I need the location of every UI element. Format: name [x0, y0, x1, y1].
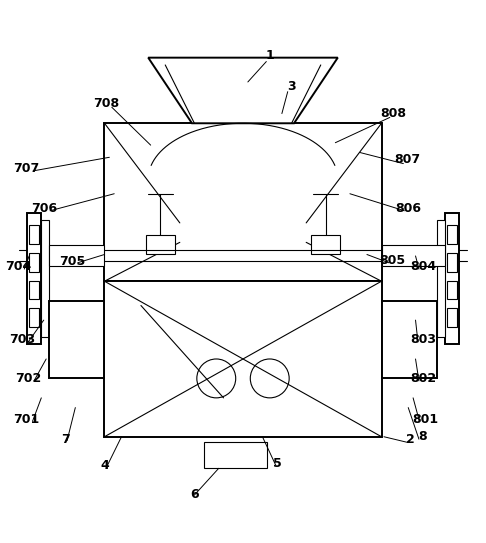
Text: 4: 4	[100, 459, 109, 472]
Bar	[447, 281, 457, 299]
Text: 2: 2	[406, 433, 415, 446]
Bar	[204, 441, 267, 468]
Text: 707: 707	[14, 162, 40, 175]
Text: 3: 3	[287, 80, 296, 93]
Bar	[382, 301, 437, 378]
Bar	[382, 245, 445, 266]
Text: 7: 7	[61, 433, 70, 446]
Text: 706: 706	[31, 202, 57, 215]
Bar	[29, 281, 39, 299]
Bar	[29, 308, 39, 327]
Bar	[447, 253, 457, 272]
Text: 807: 807	[394, 153, 420, 166]
Text: 704: 704	[5, 260, 32, 273]
Text: 804: 804	[410, 260, 436, 273]
Text: 5: 5	[273, 457, 281, 470]
Bar	[311, 235, 340, 254]
Text: 803: 803	[410, 333, 436, 346]
Text: 1: 1	[265, 49, 274, 62]
Text: 802: 802	[410, 372, 436, 385]
Bar	[104, 123, 382, 281]
Text: 801: 801	[412, 413, 438, 426]
Bar	[27, 213, 41, 344]
Text: 701: 701	[14, 413, 40, 426]
Bar	[146, 235, 175, 254]
Bar	[447, 308, 457, 327]
Bar	[29, 253, 39, 272]
Bar	[447, 225, 457, 244]
Text: 703: 703	[9, 333, 35, 346]
Text: 6: 6	[190, 488, 199, 501]
Bar	[104, 281, 382, 437]
Bar	[49, 245, 104, 266]
Bar	[49, 301, 104, 378]
Bar	[437, 220, 445, 337]
Polygon shape	[148, 58, 338, 123]
Bar	[29, 225, 39, 244]
Text: 708: 708	[93, 97, 119, 110]
Text: 806: 806	[395, 202, 421, 215]
Text: 808: 808	[381, 107, 407, 120]
Bar	[41, 220, 49, 337]
Text: 702: 702	[15, 372, 41, 385]
Bar	[445, 213, 459, 344]
Text: 705: 705	[59, 255, 85, 268]
Text: 8: 8	[418, 430, 427, 443]
Text: 805: 805	[380, 254, 406, 267]
